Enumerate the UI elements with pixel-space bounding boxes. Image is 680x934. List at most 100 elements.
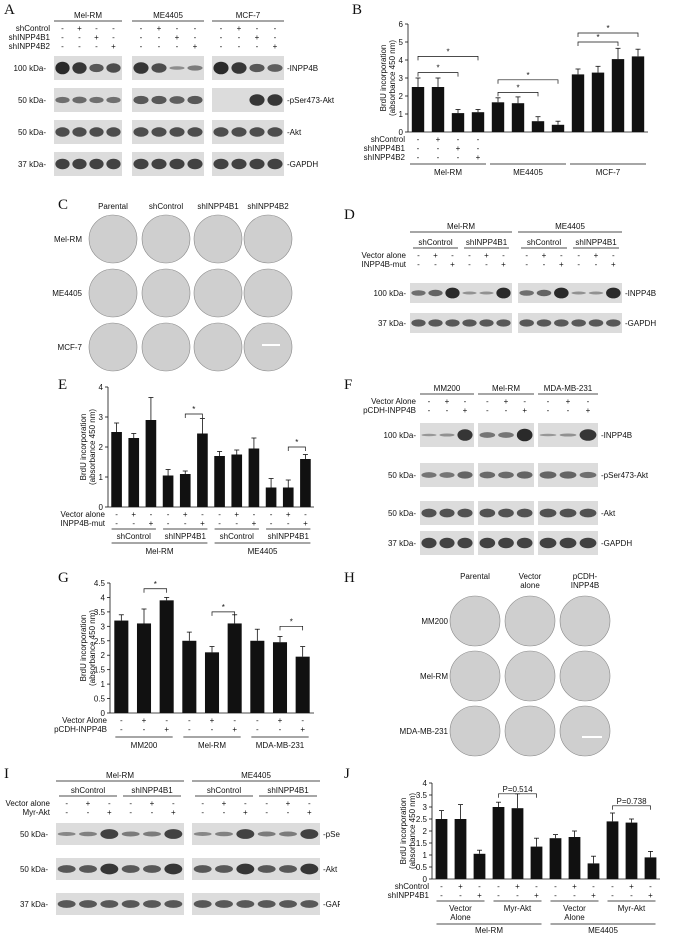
protein-band — [300, 900, 319, 908]
colony-dish — [243, 268, 293, 318]
significance-label: * — [516, 83, 519, 92]
condition-sign: - — [486, 406, 489, 415]
condition-sign: - — [223, 808, 226, 817]
bar — [587, 863, 600, 879]
protein-band — [579, 537, 597, 549]
colony-dish — [193, 322, 243, 372]
protein-band — [606, 287, 621, 299]
protein-band — [539, 508, 557, 518]
mw-marker: 50 kDa- — [388, 471, 416, 480]
mw-marker: 37 kDa- — [378, 319, 406, 328]
protein-band — [193, 900, 212, 908]
condition-sign: - — [440, 882, 443, 891]
condition-sign: + — [255, 33, 260, 42]
sig-g-1 — [143, 588, 168, 593]
protein-band — [169, 96, 185, 104]
condition-label: INPP4B-mut — [61, 519, 106, 528]
protein-band — [133, 127, 149, 137]
panel-label-a: A — [4, 2, 15, 18]
colony-dish — [559, 595, 611, 647]
protein-band — [151, 158, 167, 170]
condition-sign: - — [167, 510, 170, 519]
condition-sign: - — [468, 260, 471, 269]
protein-band — [249, 158, 265, 170]
panel-label-g: G — [58, 570, 69, 586]
condition-sign: - — [244, 799, 247, 808]
bar — [114, 620, 129, 713]
y-tick-label: 3.5 — [94, 608, 106, 617]
protein-band — [479, 432, 496, 438]
condition-sign: + — [232, 725, 237, 734]
y-tick-label: 5 — [399, 38, 404, 47]
condition-sign: + — [273, 42, 278, 51]
condition-sign: + — [559, 260, 564, 269]
condition-sign: - — [165, 716, 168, 725]
condition-sign: - — [287, 519, 290, 528]
condition-sign: - — [477, 135, 480, 144]
condition-sign: + — [522, 406, 527, 415]
bar — [644, 857, 657, 879]
y-axis-label: BrdU incorporation — [79, 615, 88, 682]
condition-sign: - — [253, 510, 256, 519]
condition-sign: + — [210, 716, 215, 725]
column-label: alone — [520, 581, 540, 590]
protein-band — [300, 863, 319, 875]
protein-band — [106, 63, 121, 73]
row-label: Mel-RM — [420, 672, 448, 681]
panel-b-bar-chart: 0 1 2 3 4 5 6 BrdU incorporation (absorbance 450… — [364, 20, 648, 177]
condition-sign: - — [115, 510, 118, 519]
blot-strip — [192, 893, 320, 915]
protein-band — [213, 61, 229, 75]
significance-label: P=0.514 — [502, 785, 533, 794]
protein-band — [279, 900, 297, 908]
cell-line-label: MCF-7 — [236, 11, 261, 20]
protein-band — [72, 127, 87, 137]
condition-sign: - — [434, 260, 437, 269]
protein-band — [121, 865, 140, 873]
protein-band — [445, 287, 460, 299]
blot-strip — [56, 893, 184, 915]
y-tick-label: 3 — [399, 74, 404, 83]
protein-band — [559, 433, 577, 437]
condition-sign: + — [278, 716, 283, 725]
protein-band — [169, 66, 185, 70]
protein-band — [231, 158, 247, 170]
bar — [411, 87, 425, 132]
group-label: ME4405 — [513, 168, 543, 177]
bar — [631, 56, 645, 132]
condition-sign: + — [477, 891, 482, 900]
colony-dish — [504, 650, 556, 702]
y-tick-label: 1.5 — [94, 666, 106, 675]
condition-label: Vector Alone — [371, 397, 416, 406]
condition-sign: + — [286, 799, 291, 808]
subgroup-label: shControl — [418, 238, 452, 247]
panel-d-western-blot: Mel-RM shControl shINPP4B1 ME4405 shControl s… — [362, 222, 656, 333]
condition-sign: - — [270, 510, 273, 519]
condition-label: Myr-Akt — [22, 808, 50, 817]
protein-band — [187, 127, 203, 137]
bar — [435, 819, 448, 879]
condition-sign: - — [577, 251, 580, 260]
y-tick-label: 3 — [101, 622, 106, 631]
condition-sign: + — [86, 799, 91, 808]
protein-band — [539, 471, 557, 479]
condition-sign: + — [586, 406, 591, 415]
protein-band — [267, 64, 283, 72]
protein-band — [79, 831, 97, 837]
condition-sign: - — [112, 33, 115, 42]
condition-sign: - — [630, 891, 633, 900]
condition-label: pCDH-INPP4B — [54, 725, 107, 734]
protein-band — [231, 62, 247, 74]
group-label: ME4405 — [248, 547, 278, 556]
colony-dish — [449, 595, 501, 647]
condition-sign: - — [428, 406, 431, 415]
condition-sign: + — [149, 519, 154, 528]
protein-band — [579, 471, 597, 479]
protein-band — [479, 537, 496, 549]
condition-sign: + — [515, 882, 520, 891]
condition-sign: + — [450, 260, 455, 269]
y-tick-label: 2 — [399, 92, 404, 101]
condition-sign: + — [572, 882, 577, 891]
mw-marker: 50 kDa- — [20, 865, 48, 874]
